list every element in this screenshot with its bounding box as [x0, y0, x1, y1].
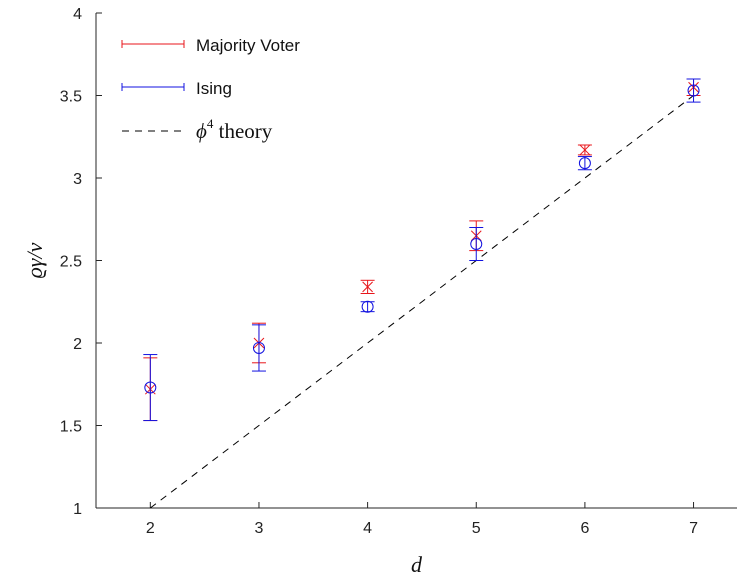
majority-voter-marker [362, 281, 373, 293]
x-tick-label: 2 [146, 520, 155, 537]
y-tick-label: 3 [73, 171, 82, 188]
legend-symbol-ising [121, 83, 185, 91]
ising-point [143, 354, 158, 422]
ising-marker [470, 238, 483, 250]
legend-entry-phi4-theory: ϕ4 theory [122, 116, 273, 143]
ising-point [360, 300, 375, 313]
legend-label-ising: Ising [196, 79, 232, 98]
series-ising [143, 78, 701, 422]
theory-line-layer [150, 95, 694, 509]
majority-voter-point [577, 144, 592, 156]
legend-label-theory: ϕ4 theory [196, 116, 273, 143]
legend-entry-majority-voter: Majority Voter [121, 36, 300, 55]
y-tick-label: 1 [73, 501, 82, 518]
legend-symbol-majority-voter [121, 40, 185, 48]
y-tick-label: 4 [73, 6, 82, 23]
y-tick-label: 2.5 [60, 254, 82, 271]
ising-point [469, 227, 484, 261]
x-tick-label: 3 [255, 520, 264, 537]
ising-marker [144, 381, 157, 394]
y-axis-label: ϱγ/ν [22, 242, 47, 278]
x-tick-label: 4 [363, 520, 372, 537]
x-axis-label: d [411, 552, 423, 577]
ising-marker [578, 157, 591, 170]
x-tick-label: 6 [580, 520, 589, 537]
majority-voter-marker [579, 144, 591, 156]
y-tick-label: 2 [73, 336, 82, 353]
y-tick-label: 3.5 [60, 89, 82, 106]
data-layer [143, 78, 701, 422]
ising-point [251, 324, 266, 372]
ising-marker [687, 84, 700, 97]
ising-marker [361, 300, 374, 313]
y-tick-label: 1.5 [60, 419, 82, 436]
axes: 2 3 4 5 6 7 1 1.5 2 2.5 3 3.5 4 [60, 6, 737, 537]
x-tick-label: 5 [472, 520, 481, 537]
theory-line [150, 95, 694, 509]
legend-entry-ising: Ising [121, 79, 232, 98]
ising-point [577, 156, 592, 171]
majority-voter-point [360, 279, 375, 294]
ising-marker [252, 341, 265, 354]
x-tick-label: 7 [689, 520, 698, 537]
legend-label-majority-voter: Majority Voter [196, 36, 300, 55]
legend: Majority Voter Ising ϕ4 theory [121, 36, 300, 143]
ising-point [686, 78, 701, 103]
